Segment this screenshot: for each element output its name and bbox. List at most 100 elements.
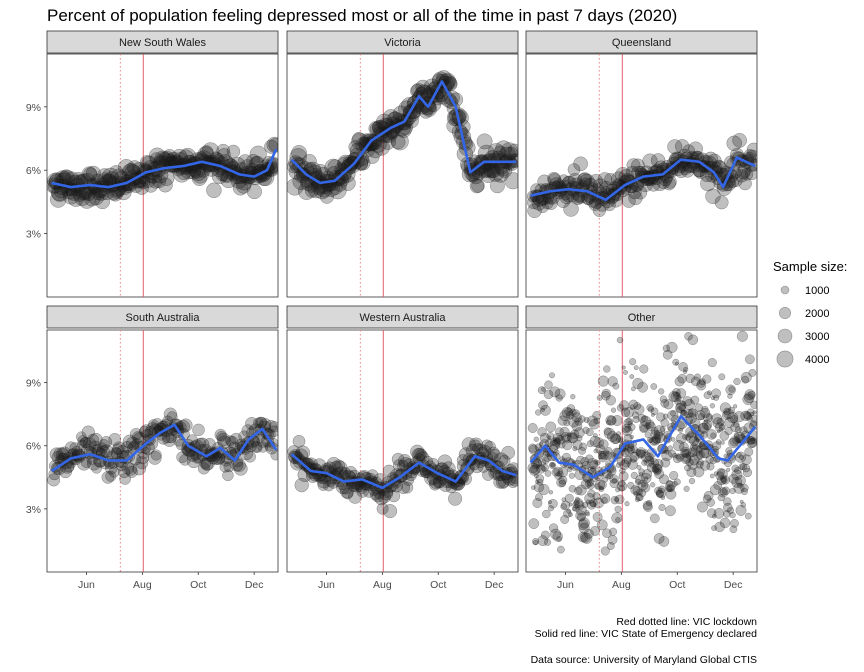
data-point	[558, 475, 568, 485]
data-point	[549, 461, 555, 468]
data-point	[138, 425, 151, 438]
data-point	[729, 174, 743, 187]
data-point	[621, 365, 626, 370]
data-point	[338, 165, 356, 183]
data-point	[660, 399, 670, 408]
data-point	[577, 519, 589, 531]
data-point	[706, 462, 715, 471]
data-point	[290, 456, 305, 471]
data-point	[131, 431, 145, 444]
data-point	[685, 451, 694, 460]
data-point	[659, 395, 668, 403]
data-point	[728, 473, 739, 484]
data-point	[693, 466, 705, 478]
data-point	[672, 154, 689, 170]
data-point	[65, 184, 83, 201]
data-point	[134, 180, 149, 195]
data-point	[81, 166, 98, 183]
data-point	[650, 412, 655, 417]
data-point	[217, 435, 232, 450]
data-point	[541, 466, 547, 472]
data-point	[586, 415, 598, 427]
data-point	[606, 472, 614, 480]
data-point	[718, 427, 723, 432]
data-point	[713, 481, 723, 490]
data-point	[597, 172, 613, 187]
legend-label: 1000	[805, 285, 829, 297]
data-point	[139, 424, 153, 438]
data-point	[745, 149, 757, 164]
data-point	[365, 149, 380, 164]
data-point	[598, 486, 605, 492]
data-point	[735, 438, 741, 444]
data-point	[110, 447, 122, 459]
data-point	[149, 152, 164, 167]
data-point	[744, 166, 757, 181]
data-point	[116, 445, 130, 459]
data-point	[701, 405, 709, 413]
data-point	[618, 437, 623, 443]
data-point	[588, 198, 602, 211]
data-point	[186, 454, 201, 469]
data-point	[729, 436, 740, 447]
data-point	[661, 449, 673, 462]
data-point	[549, 439, 560, 450]
data-point	[686, 431, 694, 439]
data-point	[102, 167, 119, 185]
data-point	[709, 457, 717, 465]
data-point	[724, 417, 736, 428]
data-point	[601, 390, 611, 401]
data-point	[410, 444, 425, 459]
data-point	[689, 435, 700, 446]
data-point	[557, 466, 569, 478]
data-point	[667, 484, 675, 493]
data-point	[628, 190, 643, 206]
panel-other: Other Jun Aug Oct Dec	[525, 305, 758, 591]
data-point	[359, 133, 376, 150]
data-point	[424, 471, 439, 486]
data-point	[64, 171, 80, 186]
data-point	[541, 386, 546, 392]
data-point	[656, 489, 664, 497]
data-point	[342, 155, 359, 172]
data-point	[634, 478, 642, 486]
data-point	[723, 497, 732, 506]
data-point	[596, 519, 608, 531]
data-point	[83, 189, 101, 207]
data-point	[158, 170, 175, 186]
data-point	[78, 191, 96, 209]
data-point	[259, 418, 272, 431]
data-point	[125, 465, 138, 478]
data-point	[492, 166, 509, 183]
data-point	[598, 454, 603, 460]
data-point	[590, 501, 597, 508]
data-point	[719, 517, 731, 529]
data-point	[47, 473, 61, 487]
data-point	[578, 517, 590, 529]
data-point	[209, 451, 223, 465]
data-point	[371, 120, 386, 134]
data-point	[575, 510, 586, 521]
data-point	[680, 409, 688, 417]
data-point	[536, 463, 540, 468]
data-point	[711, 159, 726, 174]
data-point	[148, 174, 163, 189]
data-point	[97, 168, 112, 183]
data-point	[673, 439, 685, 452]
data-point	[148, 147, 166, 165]
data-point	[736, 452, 742, 458]
data-point	[712, 441, 722, 451]
data-point	[295, 445, 311, 460]
data-point	[714, 422, 725, 433]
data-point	[344, 466, 357, 479]
panel-new-south-wales: New South Wales 3% 6% 9%	[26, 30, 279, 298]
x-tick-label: Aug	[373, 579, 392, 591]
data-point	[143, 177, 159, 193]
data-point	[527, 203, 542, 219]
data-point	[367, 142, 383, 159]
data-point	[226, 144, 241, 159]
x-tick-label: Aug	[133, 579, 152, 591]
data-point	[630, 386, 636, 392]
strip-new-south-wales	[46, 30, 279, 54]
data-point	[689, 417, 701, 429]
